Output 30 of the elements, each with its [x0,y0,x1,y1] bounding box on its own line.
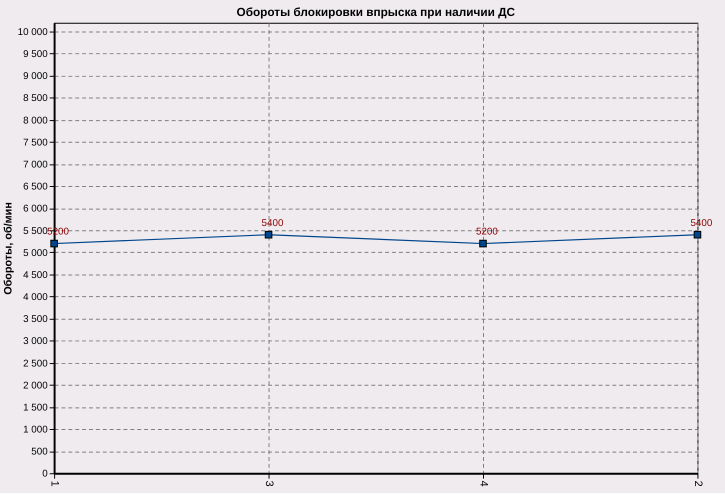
y-tick-label: 1 000 [23,424,48,436]
y-tick-label: 4 000 [23,292,48,304]
y-tick-label: 0 [42,468,48,480]
y-tick-label: 6 500 [23,182,48,193]
y-tick-label: 8 000 [23,115,48,126]
y-axis-title: Обороты, об/мин [2,202,15,295]
data-label: 5200 [476,226,498,238]
y-tick-label: 9 500 [23,49,48,60]
y-tick-label: 3 500 [23,314,48,326]
y-tick-label: 2 000 [23,380,48,392]
y-tick-label: 500 [31,446,48,458]
x-tick-label: 4 [478,480,490,487]
data-label: 5400 [690,218,713,229]
x-tick-label: 1 [48,480,61,487]
x-tick-label: 2 [692,480,704,487]
y-tick-label: 5 000 [23,248,48,259]
y-tick-label: 1 500 [23,402,48,414]
y-tick-label: 9 000 [23,71,48,82]
y-tick-label: 4 500 [23,270,48,281]
x-tick-label: 3 [263,480,276,487]
y-tick-label: 7 500 [23,137,48,148]
y-tick-label: 2 500 [23,358,48,370]
chart-title: Обороты блокировки впрыска при наличии ДС [236,4,516,19]
y-tick-label: 5 500 [23,226,48,237]
y-tick-label: 6 000 [23,204,48,215]
data-label: 5400 [262,218,284,229]
y-tick-label: 8 500 [23,93,48,104]
y-tick-label: 7 000 [23,159,48,170]
y-tick-label: 3 000 [23,336,48,348]
y-tick-label: 10 000 [18,26,48,38]
